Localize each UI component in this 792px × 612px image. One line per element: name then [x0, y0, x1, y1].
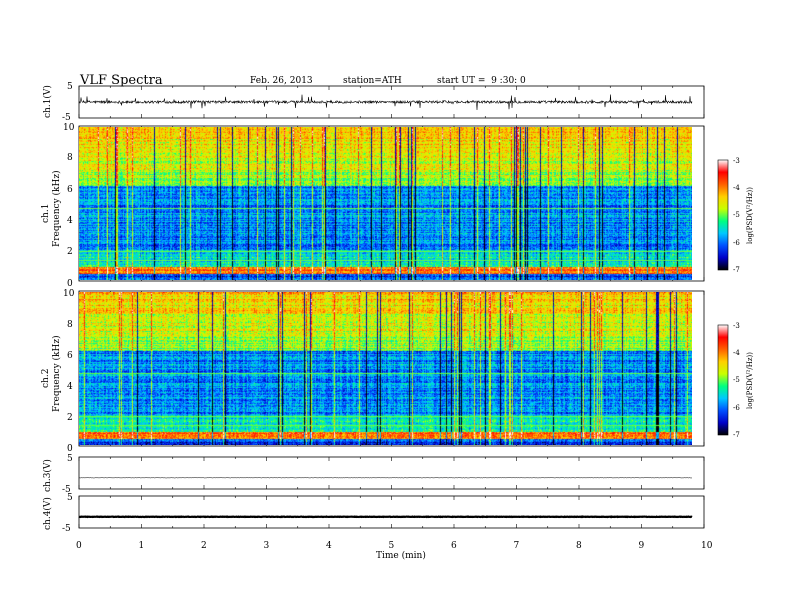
ch3-wave-frame: [78, 456, 705, 490]
ch4-ytick-top: 5: [67, 493, 73, 503]
time-tick-label: 2: [201, 541, 207, 551]
ch2-cb-tick-m6: -6: [733, 404, 740, 412]
ch4-ytick-bottom: -5: [62, 524, 71, 534]
time-tick-label: 10: [701, 541, 713, 551]
time-tick-label: 8: [576, 541, 582, 551]
ch2-cb-tick-m5: -5: [733, 376, 740, 384]
ch2-ytick-0: 0: [67, 444, 73, 454]
ch1-ytick-6: 6: [67, 185, 73, 195]
ch1-waveform-panel: 5 -5 ch.1(V): [42, 82, 693, 123]
start-ut-label: start UT = 9 :30: 0: [437, 76, 526, 86]
ch1-freq-label: Frequency (kHz): [51, 170, 62, 247]
ch1-ytick-8: 8: [67, 153, 73, 163]
ch3-ytick-bottom: -5: [62, 485, 71, 495]
ch1-colorbar-rect: [717, 159, 729, 271]
ch2-cb-tick-m4: -4: [733, 349, 740, 357]
wave1-trace: [78, 94, 693, 111]
ch3-ytick-top: 5: [67, 454, 73, 464]
ch1-ytick-10: 10: [63, 123, 75, 133]
ch4-waveform-panel: 5 -5 ch.4(V): [42, 493, 693, 534]
time-axis: Time (min) 0 1 2 3 4 5 6 7 8 9 10: [76, 541, 713, 561]
ch1-colorbar-label: log(PSD(V²/Hz)): [746, 187, 754, 244]
ch2-colorbar-rect: [717, 324, 729, 436]
ch4-wave-frame: [78, 495, 705, 529]
ch2-ytick-8: 8: [67, 320, 73, 330]
ch2-ytick-4: 4: [67, 382, 73, 392]
ch1-cb-tick-m3: -3: [733, 157, 740, 165]
ch2-spectrogram-image: [79, 292, 692, 445]
ch1-ytick-4: 4: [67, 216, 73, 226]
ch2-cb-tick-m3: -3: [733, 322, 740, 330]
date-label: Feb. 26, 2013: [250, 76, 313, 86]
ch1-ytick-bottom: -5: [62, 113, 71, 123]
ch1-colorbar: -3 -4 -5 -6 -7 log(PSD(V²/Hz)): [717, 157, 754, 274]
time-tick-label: 5: [389, 541, 395, 551]
ch1-spectrogram-panel: 10 8 6 4 2 0 ch.1 Frequency (kHz): [41, 123, 692, 289]
ch1-cb-tick-m4: -4: [733, 184, 740, 192]
ch2-ytick-6: 6: [67, 351, 73, 361]
time-tick-label: 0: [76, 541, 82, 551]
ch1-wave-ylabel: ch.1(V): [42, 85, 53, 118]
ch2-ytick-10: 10: [63, 289, 75, 299]
ch2-freq-label: Frequency (kHz): [51, 335, 62, 412]
ch4-wave-ylabel: ch.4(V): [42, 497, 53, 530]
time-tick-label: 9: [639, 541, 645, 551]
time-tick-label: 1: [139, 541, 145, 551]
ch1-cb-tick-m5: -5: [733, 211, 740, 219]
ch1-ytick-0: 0: [67, 279, 73, 289]
time-tick-label: 3: [264, 541, 270, 551]
ch1-spec-ylabel: ch.1: [41, 204, 51, 223]
time-tick-label: 6: [451, 541, 457, 551]
ch2-spec-ylabel: ch.2: [41, 369, 51, 388]
time-tick-label: 7: [514, 541, 520, 551]
ch1-cb-tick-m7: -7: [733, 266, 740, 274]
ch1-ytick-top: 5: [67, 82, 73, 92]
ch2-colorbar: -3 -4 -5 -6 -7 log(PSD(V²/Hz)): [717, 322, 754, 439]
ch2-spectrogram-panel: 10 8 6 4 2 0 ch.2 Frequency (kHz): [41, 289, 692, 454]
ch3-wave-ylabel: ch.3(V): [42, 459, 53, 492]
time-axis-label: Time (min): [376, 550, 426, 561]
ch2-colorbar-label: log(PSD(V²/Hz)): [746, 352, 754, 409]
ch2-cb-tick-m7: -7: [733, 431, 740, 439]
ch1-spectrogram-image: [79, 127, 692, 280]
time-tick-label: 4: [326, 541, 332, 551]
station-label: station=ATH: [343, 76, 402, 86]
ch3-waveform-panel: 5 -5 ch.3(V): [42, 454, 693, 495]
ch1-cb-tick-m6: -6: [733, 239, 740, 247]
ch1-ytick-2: 2: [67, 247, 73, 257]
figure-title: VLF Spectra: [79, 73, 163, 88]
ch2-ytick-2: 2: [67, 413, 73, 423]
